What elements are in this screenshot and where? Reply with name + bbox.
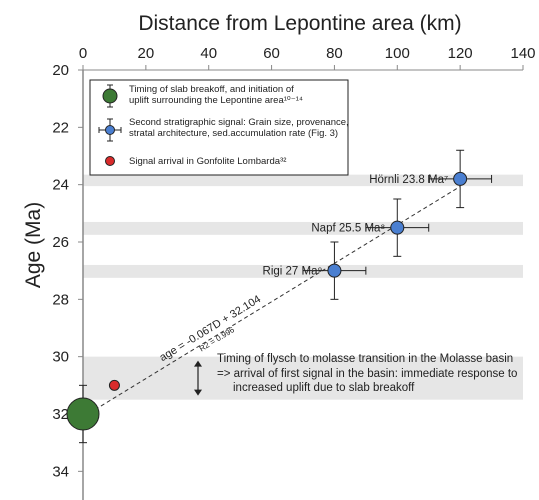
shaded-band-1 bbox=[83, 221, 523, 235]
x-tick-label: 100 bbox=[385, 45, 410, 62]
data-point bbox=[108, 379, 120, 391]
annotation-line-1: Timing of flysch to molasse transition i… bbox=[217, 353, 513, 365]
x-tick-label: 60 bbox=[263, 45, 280, 62]
annotation-arrow-head-up bbox=[194, 360, 202, 367]
y-tick-label: 32 bbox=[52, 406, 69, 423]
data-marks: Hörnli 23.8 Ma⁷ Napf 25.5 Ma⁸ Rigi 27 Ma⁹ bbox=[66, 149, 493, 444]
legend-item-text: Timing of slab breakoff, and initiation … bbox=[129, 84, 294, 95]
legend-item-text: stratal architecture, sed.accumulation r… bbox=[129, 128, 338, 139]
legend-symbol bbox=[102, 88, 118, 104]
data-point bbox=[66, 397, 100, 431]
fit-line bbox=[82, 186, 461, 418]
y-tick-label: 24 bbox=[52, 177, 69, 194]
x-tick-label: 20 bbox=[138, 45, 155, 62]
shaded-band-0 bbox=[83, 174, 523, 187]
annotation-arrow-head-down bbox=[194, 389, 202, 396]
legend-item-text: Second stratigraphic signal: Grain size,… bbox=[129, 117, 349, 128]
legend: Timing of slab breakoff, and initiation … bbox=[89, 79, 349, 176]
data-point bbox=[390, 220, 405, 235]
legend-item-text: Signal arrival in Gonfolite Lombarda³² bbox=[129, 156, 286, 167]
x-tick-label: 40 bbox=[200, 45, 217, 62]
annotation: Timing of flysch to molasse transition i… bbox=[194, 353, 517, 396]
y-tick-label: 26 bbox=[52, 234, 69, 251]
x-tick-label: 120 bbox=[448, 45, 473, 62]
x-axis-title: Distance from Lepontine area (km) bbox=[138, 12, 461, 35]
axes: 0 20 40 60 80 100 120 140 20 22 24 26 28 30 32 34 bbox=[52, 45, 536, 500]
x-tick-label: 80 bbox=[326, 45, 343, 62]
shaded-band-3 bbox=[83, 356, 523, 400]
shaded-bands bbox=[83, 174, 523, 400]
y-axis-title: Age (Ma) bbox=[22, 202, 45, 288]
legend-symbol bbox=[105, 125, 115, 135]
y-tick-label: 20 bbox=[52, 62, 69, 79]
y-tick-label: 28 bbox=[52, 291, 69, 308]
data-point bbox=[327, 263, 342, 278]
data-point-label: Rigi 27 Ma⁹ bbox=[263, 266, 323, 278]
legend-item-text: uplift surrounding the Lepontine area¹⁰⁻… bbox=[129, 95, 303, 106]
x-tick-label: 140 bbox=[510, 45, 535, 62]
data-point-label: Napf 25.5 Ma⁸ bbox=[311, 223, 385, 235]
data-point bbox=[453, 171, 468, 186]
legend-symbol bbox=[105, 156, 115, 166]
y-tick-label: 34 bbox=[52, 463, 69, 480]
legend-box bbox=[89, 79, 349, 176]
annotation-line-2: => arrival of first signal in the basin:… bbox=[217, 368, 517, 380]
data-point-label: Hörnli 23.8 Ma⁷ bbox=[369, 174, 448, 186]
x-tick-label: 0 bbox=[79, 45, 87, 62]
y-tick-label: 30 bbox=[52, 349, 69, 366]
annotation-line-3: increased uplift due to slab breakoff bbox=[233, 382, 415, 394]
y-tick-label: 22 bbox=[52, 119, 69, 136]
